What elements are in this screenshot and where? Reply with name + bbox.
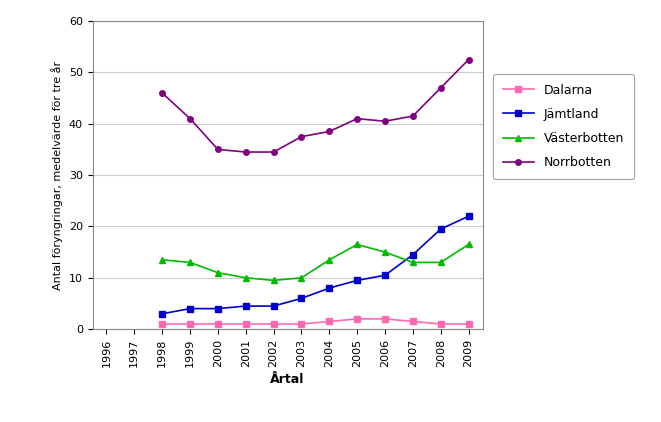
Dalarna [353, 316, 361, 322]
Dalarna [242, 322, 250, 327]
Dalarna [214, 322, 222, 327]
Jämtland [437, 227, 445, 232]
Norrbotten [214, 147, 222, 152]
Norrbotten [297, 134, 305, 139]
Dalarna [465, 322, 473, 327]
Norrbotten [437, 85, 445, 90]
Västerbotten [465, 242, 473, 247]
Västerbotten [381, 249, 389, 254]
Västerbotten [158, 257, 166, 262]
Norrbotten [325, 129, 333, 134]
Dalarna [409, 319, 417, 324]
Jämtland [270, 303, 278, 308]
Norrbotten [158, 90, 166, 95]
Västerbotten [409, 260, 417, 265]
Line: Dalarna: Dalarna [159, 316, 471, 327]
Västerbotten [270, 278, 278, 283]
Norrbotten [353, 116, 361, 121]
Norrbotten [409, 114, 417, 119]
Line: Jämtland: Jämtland [159, 214, 471, 316]
Dalarna [381, 316, 389, 322]
Västerbotten [186, 260, 194, 265]
Jämtland [325, 286, 333, 291]
Jämtland [409, 252, 417, 257]
Jämtland [158, 311, 166, 316]
Dalarna [297, 322, 305, 327]
Y-axis label: Antal föryngringar, medelvärde för tre år: Antal föryngringar, medelvärde för tre å… [52, 61, 63, 289]
Jämtland [242, 303, 250, 308]
Dalarna [325, 319, 333, 324]
Jämtland [353, 278, 361, 283]
Dalarna [186, 322, 194, 327]
Västerbotten [214, 270, 222, 275]
Norrbotten [186, 116, 194, 121]
Västerbotten [437, 260, 445, 265]
Dalarna [158, 322, 166, 327]
Line: Norrbotten: Norrbotten [159, 57, 471, 155]
Legend: Dalarna, Jämtland, Västerbotten, Norrbotten: Dalarna, Jämtland, Västerbotten, Norrbot… [492, 73, 635, 179]
Jämtland [297, 296, 305, 301]
Norrbotten [242, 149, 250, 154]
X-axis label: Årtal: Årtal [270, 373, 305, 386]
Jämtland [186, 306, 194, 311]
Jämtland [214, 306, 222, 311]
Västerbotten [325, 257, 333, 262]
Norrbotten [465, 57, 473, 62]
Dalarna [270, 322, 278, 327]
Norrbotten [381, 119, 389, 124]
Västerbotten [353, 242, 361, 247]
Jämtland [465, 214, 473, 219]
Västerbotten [297, 275, 305, 280]
Line: Västerbotten: Västerbotten [159, 241, 472, 284]
Norrbotten [270, 149, 278, 154]
Dalarna [437, 322, 445, 327]
Jämtland [381, 273, 389, 278]
Västerbotten [242, 275, 250, 280]
